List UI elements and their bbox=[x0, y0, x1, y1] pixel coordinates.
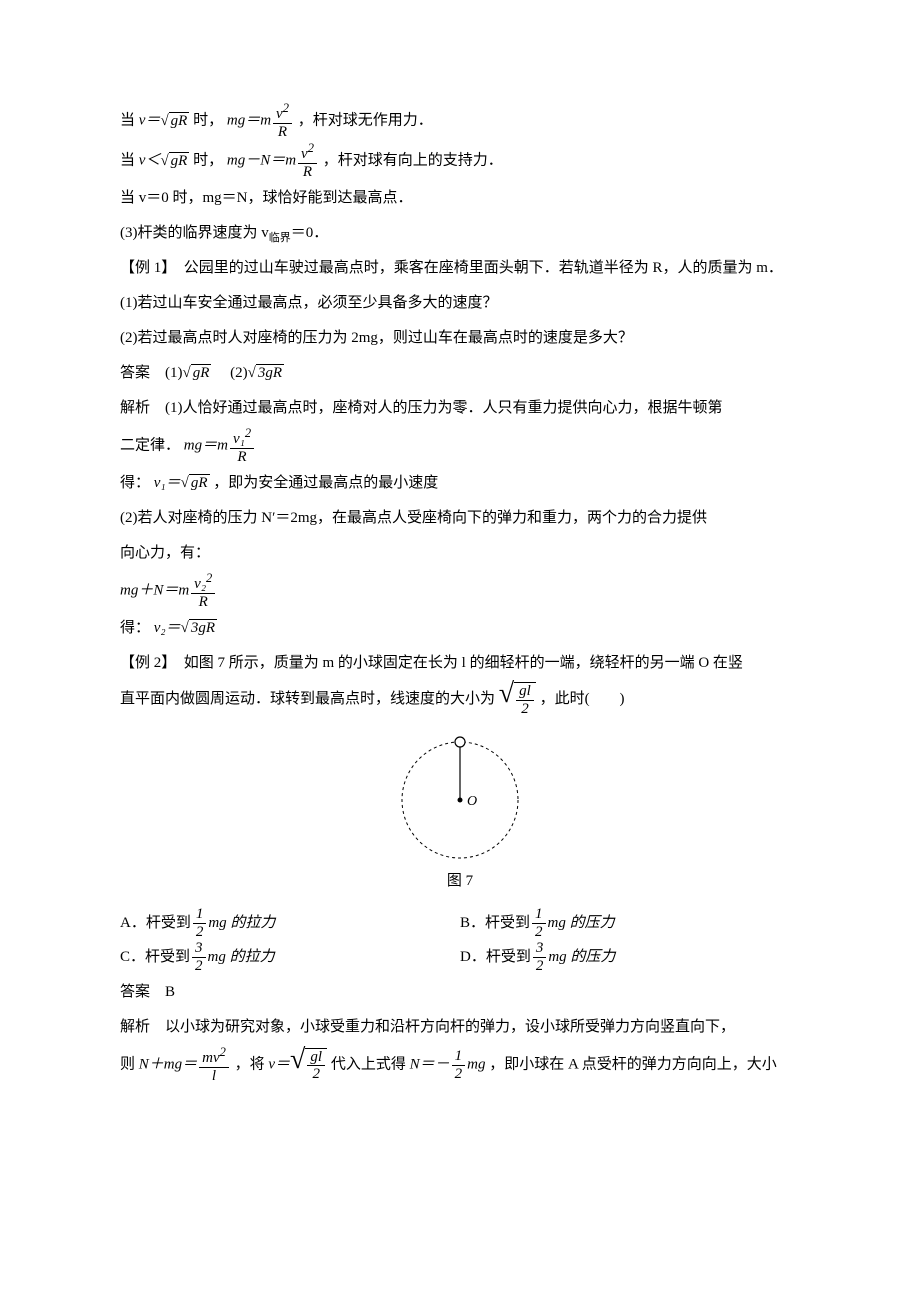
option-a: A．杆受到 12mg 的拉力 bbox=[120, 906, 460, 940]
frac: v2R bbox=[273, 102, 292, 140]
example-1-q1: (1)若过山车安全通过最高点，必须至少具备多大的速度？ bbox=[120, 287, 800, 320]
answer-1: 答案 (1)gR (2)3gR bbox=[120, 357, 800, 390]
text: 当 bbox=[120, 152, 139, 168]
example-2-title-b: 直平面内做圆周运动．球转到最高点时，线速度的大小为 √gl2 ，此时( ) bbox=[120, 682, 800, 717]
eq: mg－N＝m bbox=[227, 152, 296, 168]
label-O: O bbox=[467, 794, 477, 809]
solution-1-part2b: 向心力，有： bbox=[120, 537, 800, 570]
sqrt: gR bbox=[183, 357, 212, 390]
solution-2-a: 解析 以小球为研究对象，小球受重力和沿杆方向杆的弹力，设小球所受弹力方向竖直向下… bbox=[120, 1011, 800, 1044]
figure-7: O 图 7 bbox=[120, 725, 800, 898]
example-2-title-a: 【例 2】 如图 7 所示，质量为 m 的小球固定在长为 l 的细轻杆的一端，绕… bbox=[120, 647, 800, 680]
sqrt: 3gR bbox=[248, 357, 284, 390]
text: 时， bbox=[193, 152, 223, 168]
frac: v₂2R bbox=[191, 572, 215, 610]
para-4: (3)杆类的临界速度为 v临界＝0． bbox=[120, 217, 800, 250]
figure-caption: 图 7 bbox=[120, 865, 800, 898]
option-b: B．杆受到 12mg 的压力 bbox=[460, 906, 800, 940]
option-d: D．杆受到 32mg 的压力 bbox=[460, 940, 800, 974]
example-1-title: 【例 1】 公园里的过山车驶过最高点时，乘客在座椅里面头朝下．若轨道半径为 R，… bbox=[120, 252, 800, 285]
text: 当 bbox=[120, 112, 139, 128]
para-2: 当 v＜gR 时， mg－N＝mv2R ，杆对球有向上的支持力． bbox=[120, 142, 800, 180]
solution-1-v2: 得： v₂＝3gR bbox=[120, 612, 800, 645]
text: ，杆对球无作用力． bbox=[298, 112, 433, 128]
sqrt: 3gR bbox=[181, 612, 217, 645]
sqrt: gR bbox=[160, 105, 189, 138]
text: 时， bbox=[193, 112, 223, 128]
solution-1-v1: 得： v₁＝gR ，即为安全通过最高点的最小速度 bbox=[120, 467, 800, 500]
eq: v＜ bbox=[139, 152, 161, 168]
solution-1-eq: mg＋N＝mv₂2R bbox=[120, 572, 800, 610]
frac: v₁2R bbox=[230, 427, 254, 465]
sqrt-frac: √gl2 bbox=[499, 682, 536, 717]
options: A．杆受到 12mg 的拉力 B．杆受到 12mg 的压力 C．杆受到 32mg… bbox=[120, 906, 800, 974]
frac: v2R bbox=[298, 142, 317, 180]
option-c: C．杆受到 32mg 的拉力 bbox=[120, 940, 460, 974]
answer-2: 答案 B bbox=[120, 976, 800, 1009]
eq: v＝ bbox=[139, 112, 161, 128]
sqrt: gR bbox=[160, 145, 189, 178]
eq: mg＝m bbox=[227, 112, 271, 128]
solution-2-b: 则 N＋mg＝mv2l ，将 v＝√gl2 代入上式得 N＝－12mg ，即小球… bbox=[120, 1046, 800, 1084]
solution-1-part2a: (2)若人对座椅的压力 N′＝2mg，在最高点人受座椅向下的弹力和重力，两个力的… bbox=[120, 502, 800, 535]
para-1: 当 v＝gR 时， mg＝mv2R ，杆对球无作用力． bbox=[120, 102, 800, 140]
para-3: 当 v＝0 时，mg＝N，球恰好能到达最高点． bbox=[120, 182, 800, 215]
example-1-q2: (2)若过最高点时人对座椅的压力为 2mg，则过山车在最高点时的速度是多大？ bbox=[120, 322, 800, 355]
circle-diagram-icon: O bbox=[385, 725, 535, 865]
sqrt: gR bbox=[181, 467, 210, 500]
solution-1-line1: 解析 (1)人恰好通过最高点时，座椅对人的压力为零．人只有重力提供向心力，根据牛… bbox=[120, 392, 800, 425]
text: ，杆对球有向上的支持力． bbox=[323, 152, 503, 168]
solution-1-line2: 二定律． mg＝mv₁2R bbox=[120, 427, 800, 465]
